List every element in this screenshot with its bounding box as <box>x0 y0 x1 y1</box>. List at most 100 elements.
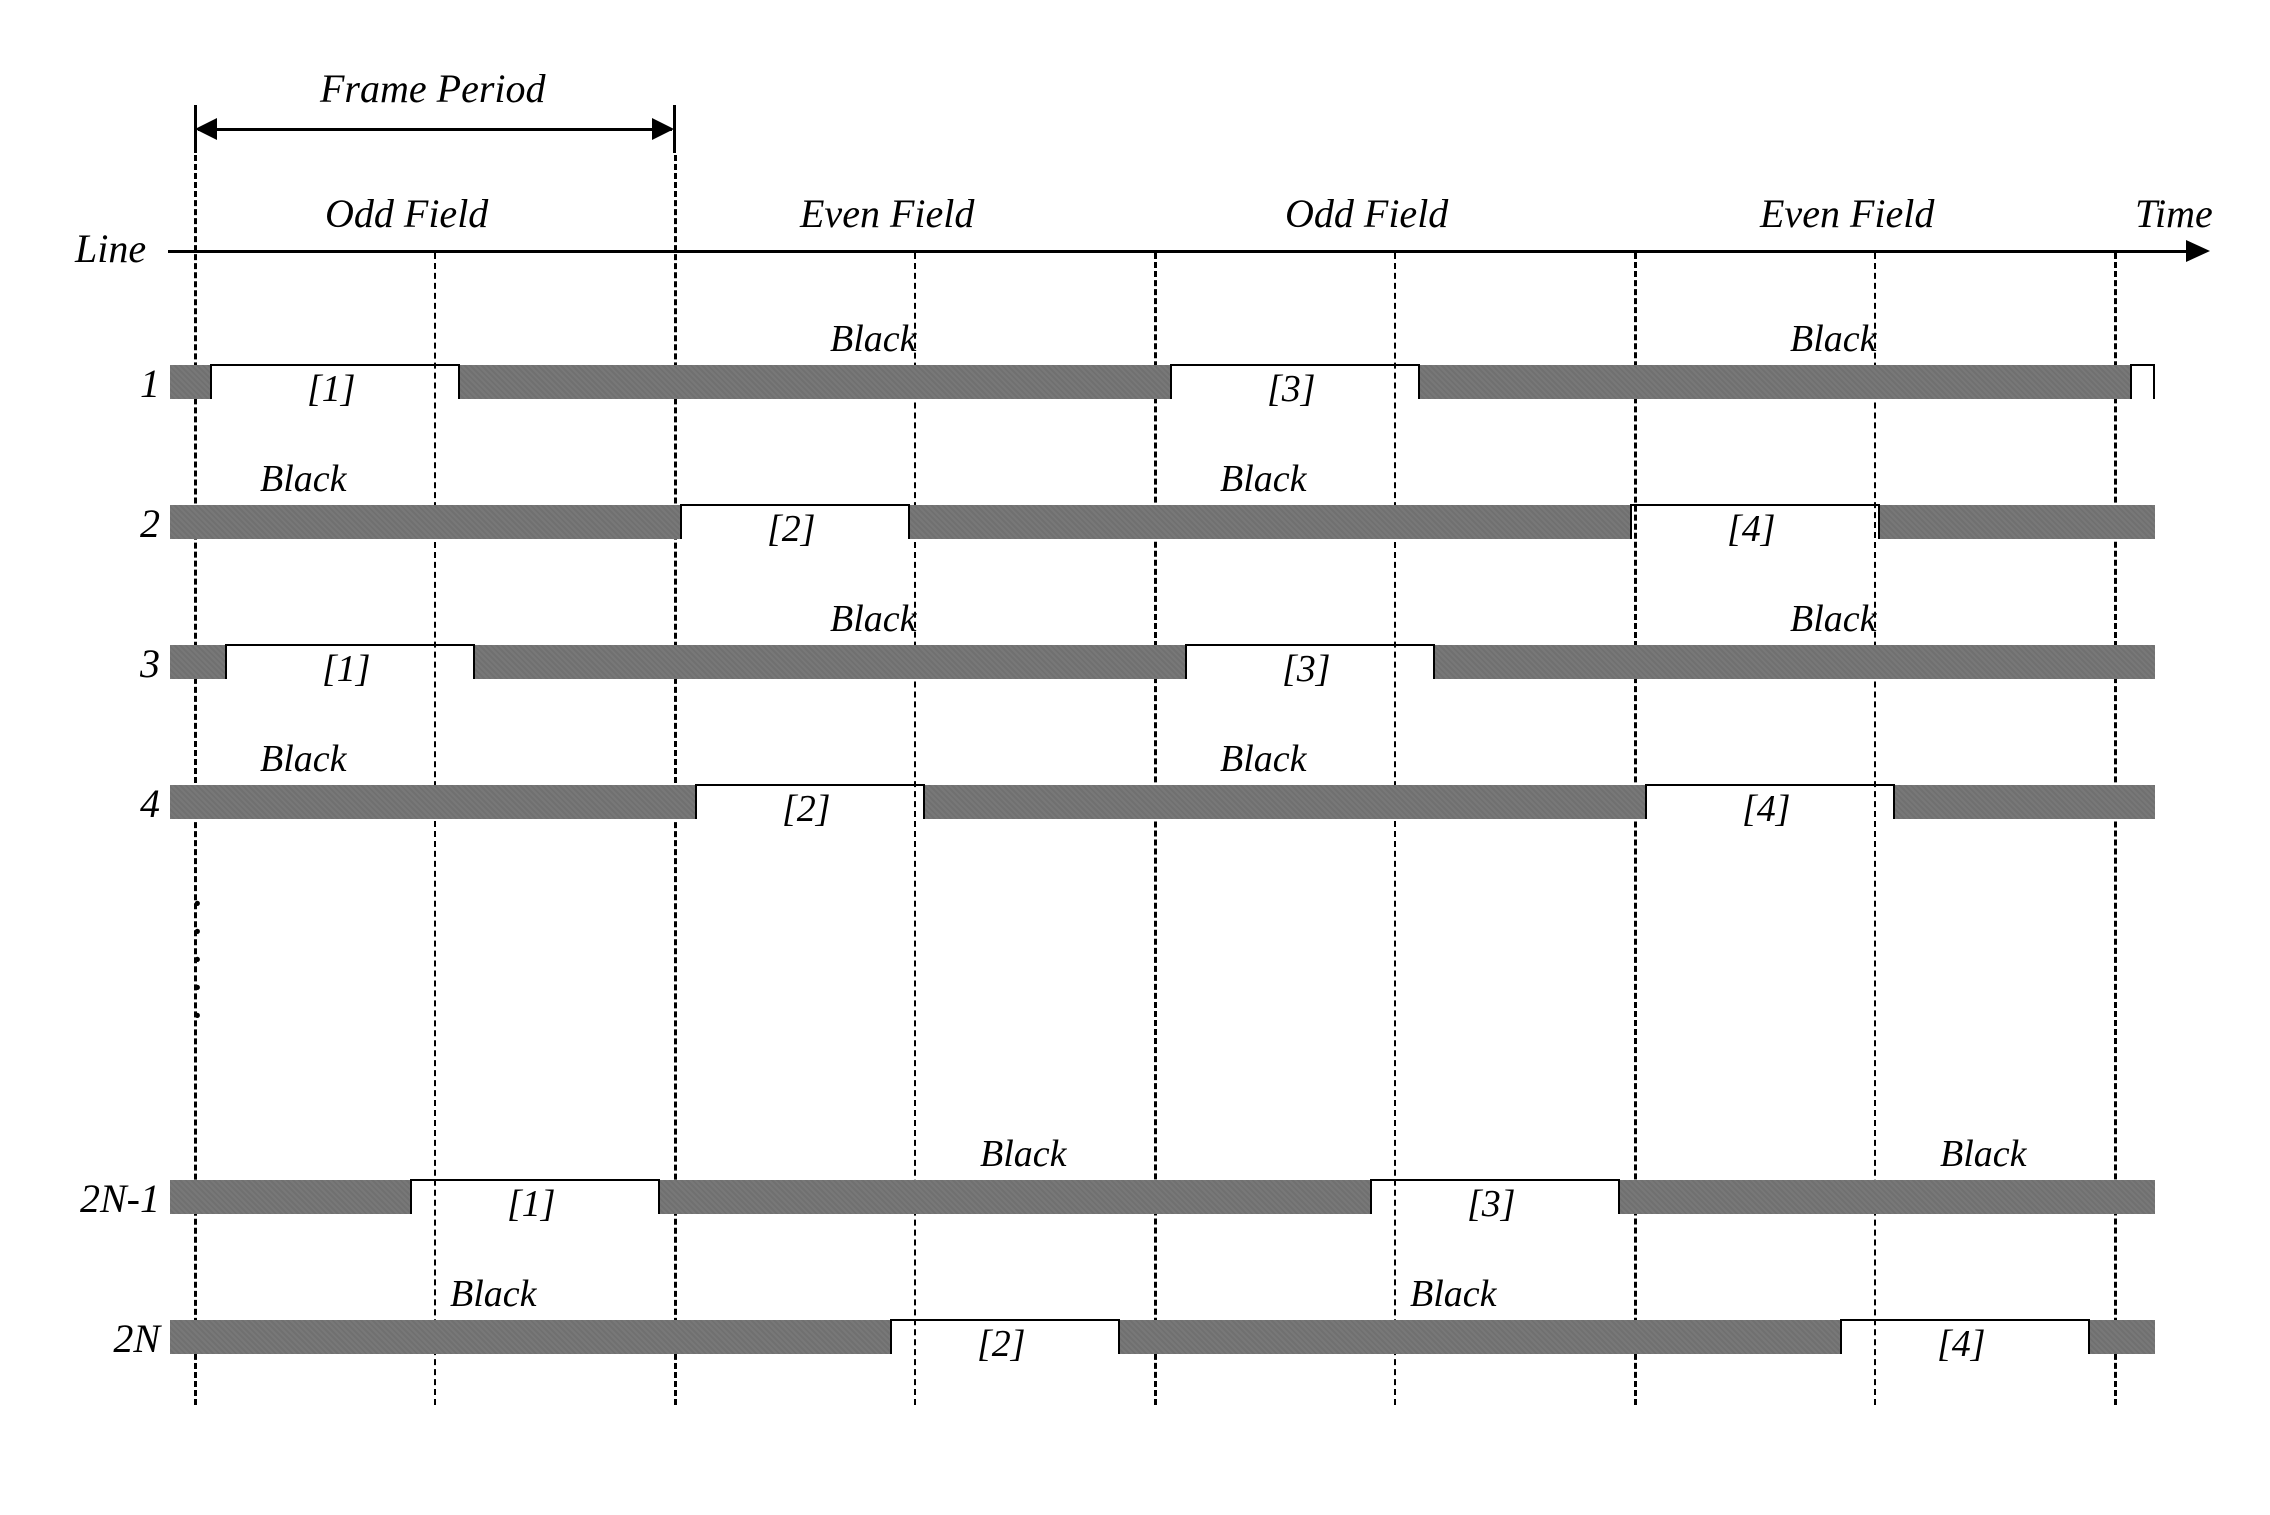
black-bar <box>1435 645 2155 679</box>
black-bar <box>170 365 210 399</box>
gap-topline <box>2130 364 2155 366</box>
black-bar <box>170 1320 890 1354</box>
frame-index-label: [2] <box>767 507 816 551</box>
frame-period-tick-right <box>673 105 676 153</box>
black-label: Black <box>260 737 347 781</box>
vline-4 <box>2114 253 2117 1405</box>
line-number-1: 1 <box>50 360 160 407</box>
gap-edge <box>210 364 212 399</box>
black-label: Black <box>1940 1132 2027 1176</box>
black-label: Black <box>260 457 347 501</box>
black-bar <box>1895 785 2155 819</box>
gap-topline <box>225 644 475 646</box>
black-bar <box>660 1180 1370 1214</box>
gap-topline <box>890 1319 1120 1321</box>
frame-index-label: [3] <box>1467 1182 1516 1226</box>
black-bar <box>475 645 1185 679</box>
time-axis <box>168 250 2188 253</box>
gap-topline <box>1630 504 1880 506</box>
gap-edge <box>2153 364 2155 399</box>
line-number-2: 2 <box>50 500 160 547</box>
vline-1 <box>674 155 677 1405</box>
col-header-odd-1: Odd Field <box>325 190 488 237</box>
black-label: Black <box>1790 597 1877 641</box>
gap-edge <box>1630 504 1632 539</box>
vertical-ellipsis: ····· <box>190 890 205 1030</box>
line-number-2n-1: 2N-1 <box>50 1175 160 1222</box>
black-bar <box>910 505 1630 539</box>
vline-mid-2 <box>1394 253 1396 1405</box>
gap-edge <box>410 1179 412 1214</box>
vline-mid-0 <box>434 253 436 1405</box>
gap-topline <box>680 504 910 506</box>
black-bar <box>1620 1180 2155 1214</box>
gap-edge <box>1185 644 1187 679</box>
frame-index-label: [4] <box>1742 787 1791 831</box>
black-bar <box>170 785 695 819</box>
black-label: Black <box>1220 737 1307 781</box>
gap-edge <box>225 644 227 679</box>
black-bar <box>1120 1320 1840 1354</box>
frame-index-label: [3] <box>1282 647 1331 691</box>
vline-2 <box>1154 253 1157 1405</box>
black-bar <box>1880 505 2155 539</box>
vline-3 <box>1634 253 1637 1405</box>
frame-period-label: Frame Period <box>320 65 546 112</box>
vline-0 <box>194 155 197 1405</box>
vline-mid-1 <box>914 253 916 1405</box>
gap-edge <box>1370 1179 1372 1214</box>
line-number-2n: 2N <box>50 1315 160 1362</box>
frame-period-arrow-right <box>652 118 674 140</box>
line-number-4: 4 <box>50 780 160 827</box>
frame-index-label: [4] <box>1727 507 1776 551</box>
gap-topline <box>1370 1179 1620 1181</box>
black-label: Black <box>1220 457 1307 501</box>
gap-edge <box>1645 784 1647 819</box>
black-label: Black <box>1410 1272 1497 1316</box>
black-label: Black <box>830 597 917 641</box>
gap-topline <box>1645 784 1895 786</box>
frame-index-label: [3] <box>1267 367 1316 411</box>
frame-period-tick-left <box>194 105 197 153</box>
col-header-odd-2: Odd Field <box>1285 190 1448 237</box>
gap-edge <box>890 1319 892 1354</box>
black-bar <box>1420 365 2130 399</box>
frame-index-label: [2] <box>782 787 831 831</box>
black-bar <box>2090 1320 2155 1354</box>
black-bar <box>170 1180 410 1214</box>
line-number-3: 3 <box>50 640 160 687</box>
black-bar <box>170 645 225 679</box>
gap-edge <box>1170 364 1172 399</box>
gap-topline <box>1170 364 1420 366</box>
gap-edge <box>1840 1319 1842 1354</box>
time-axis-arrowhead <box>2186 240 2210 262</box>
black-bar <box>925 785 1645 819</box>
timing-diagram: Frame Period Odd Field Even Field Odd Fi… <box>40 40 2230 1475</box>
black-bar <box>170 505 680 539</box>
black-label: Black <box>1790 317 1877 361</box>
frame-period-arrow-line <box>198 128 672 131</box>
gap-topline <box>410 1179 660 1181</box>
vline-mid-3 <box>1874 253 1876 1405</box>
frame-index-label: [1] <box>322 647 371 691</box>
black-label: Black <box>980 1132 1067 1176</box>
col-header-even-2: Even Field <box>1760 190 1934 237</box>
black-label: Black <box>830 317 917 361</box>
gap-topline <box>1840 1319 2090 1321</box>
gap-edge <box>695 784 697 819</box>
frame-index-label: [1] <box>307 367 356 411</box>
line-axis-label: Line <box>75 225 146 272</box>
black-bar <box>460 365 1170 399</box>
time-axis-label: Time <box>2135 190 2213 237</box>
frame-period-arrow-left <box>195 118 217 140</box>
black-label: Black <box>450 1272 537 1316</box>
frame-index-label: [1] <box>507 1182 556 1226</box>
gap-topline <box>695 784 925 786</box>
col-header-even-1: Even Field <box>800 190 974 237</box>
gap-topline <box>210 364 460 366</box>
frame-index-label: [2] <box>977 1322 1026 1366</box>
gap-topline <box>1185 644 1435 646</box>
gap-edge <box>2130 364 2132 399</box>
gap-edge <box>680 504 682 539</box>
frame-index-label: [4] <box>1937 1322 1986 1366</box>
